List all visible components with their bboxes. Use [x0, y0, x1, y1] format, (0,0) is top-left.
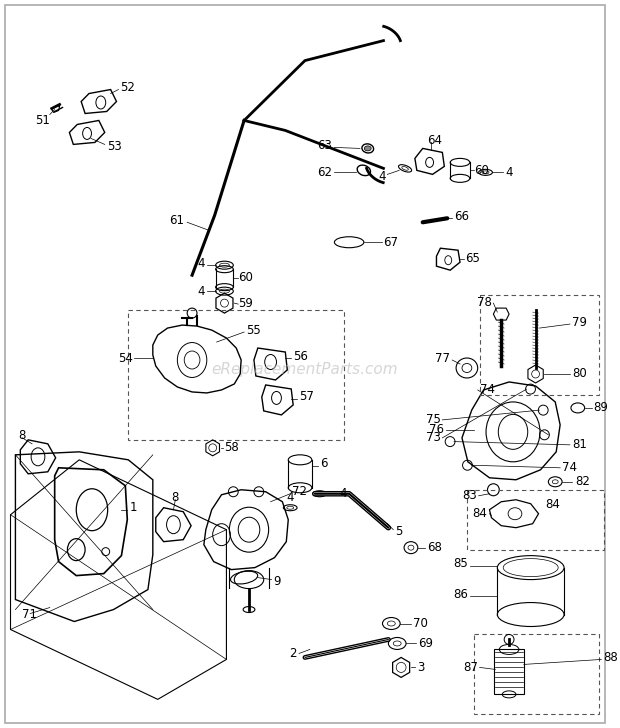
Bar [480, 295, 600, 395]
Text: 4: 4 [505, 166, 513, 179]
Text: 4: 4 [286, 491, 294, 505]
Text: 75: 75 [425, 414, 440, 427]
Text: 72: 72 [292, 486, 307, 498]
Text: 54: 54 [118, 352, 133, 365]
Text: 62: 62 [317, 166, 332, 179]
Text: 56: 56 [293, 349, 308, 363]
Text: 70: 70 [413, 617, 428, 630]
Ellipse shape [365, 146, 371, 151]
Text: 86: 86 [453, 588, 468, 601]
Text: 8: 8 [172, 491, 179, 505]
Text: 4: 4 [197, 257, 205, 269]
Text: 3: 3 [417, 661, 424, 674]
Text: eReplacementParts.com: eReplacementParts.com [211, 363, 398, 378]
Text: 65: 65 [465, 252, 480, 265]
Text: 76: 76 [429, 424, 445, 436]
Text: 87: 87 [463, 661, 477, 674]
Text: 6: 6 [320, 457, 327, 470]
Text: 80: 80 [572, 368, 587, 381]
Text: 1: 1 [129, 501, 137, 514]
Text: 4: 4 [378, 170, 386, 183]
Text: 8: 8 [19, 430, 26, 443]
Text: 89: 89 [593, 401, 608, 414]
Text: 84: 84 [472, 507, 487, 521]
Text: 52: 52 [120, 81, 135, 94]
Bar [474, 635, 600, 714]
Text: 78: 78 [477, 296, 492, 309]
Text: 88: 88 [603, 651, 618, 664]
Text: 79: 79 [572, 315, 587, 328]
Text: 83: 83 [462, 489, 477, 502]
Text: 55: 55 [246, 323, 261, 336]
Text: 84: 84 [546, 498, 560, 511]
Text: 82: 82 [575, 475, 590, 488]
Text: 67: 67 [383, 236, 399, 249]
Text: 73: 73 [425, 432, 440, 444]
Text: 60: 60 [474, 164, 489, 177]
Text: 51: 51 [35, 114, 50, 127]
Text: 74: 74 [562, 462, 577, 475]
Text: 81: 81 [572, 438, 587, 451]
Text: 63: 63 [317, 139, 332, 152]
Text: 59: 59 [238, 296, 253, 309]
Bar [494, 649, 524, 695]
Text: 69: 69 [418, 637, 433, 650]
Text: 2: 2 [290, 647, 297, 660]
Text: 68: 68 [427, 541, 441, 554]
Text: 74: 74 [480, 384, 495, 397]
Text: 61: 61 [169, 214, 184, 227]
Text: 64: 64 [427, 134, 441, 147]
Text: 5: 5 [395, 525, 402, 538]
Text: 57: 57 [299, 390, 314, 403]
Text: 58: 58 [224, 441, 239, 454]
Text: 53: 53 [107, 140, 122, 153]
Bar [128, 310, 344, 440]
Text: 9: 9 [273, 575, 281, 588]
Bar [467, 490, 604, 550]
Text: 85: 85 [453, 557, 468, 570]
Text: 71: 71 [22, 608, 37, 621]
Text: 4: 4 [197, 285, 205, 298]
Text: 60: 60 [238, 271, 253, 284]
Text: 77: 77 [435, 352, 450, 365]
Text: 4: 4 [339, 487, 347, 500]
Text: 66: 66 [454, 210, 469, 223]
